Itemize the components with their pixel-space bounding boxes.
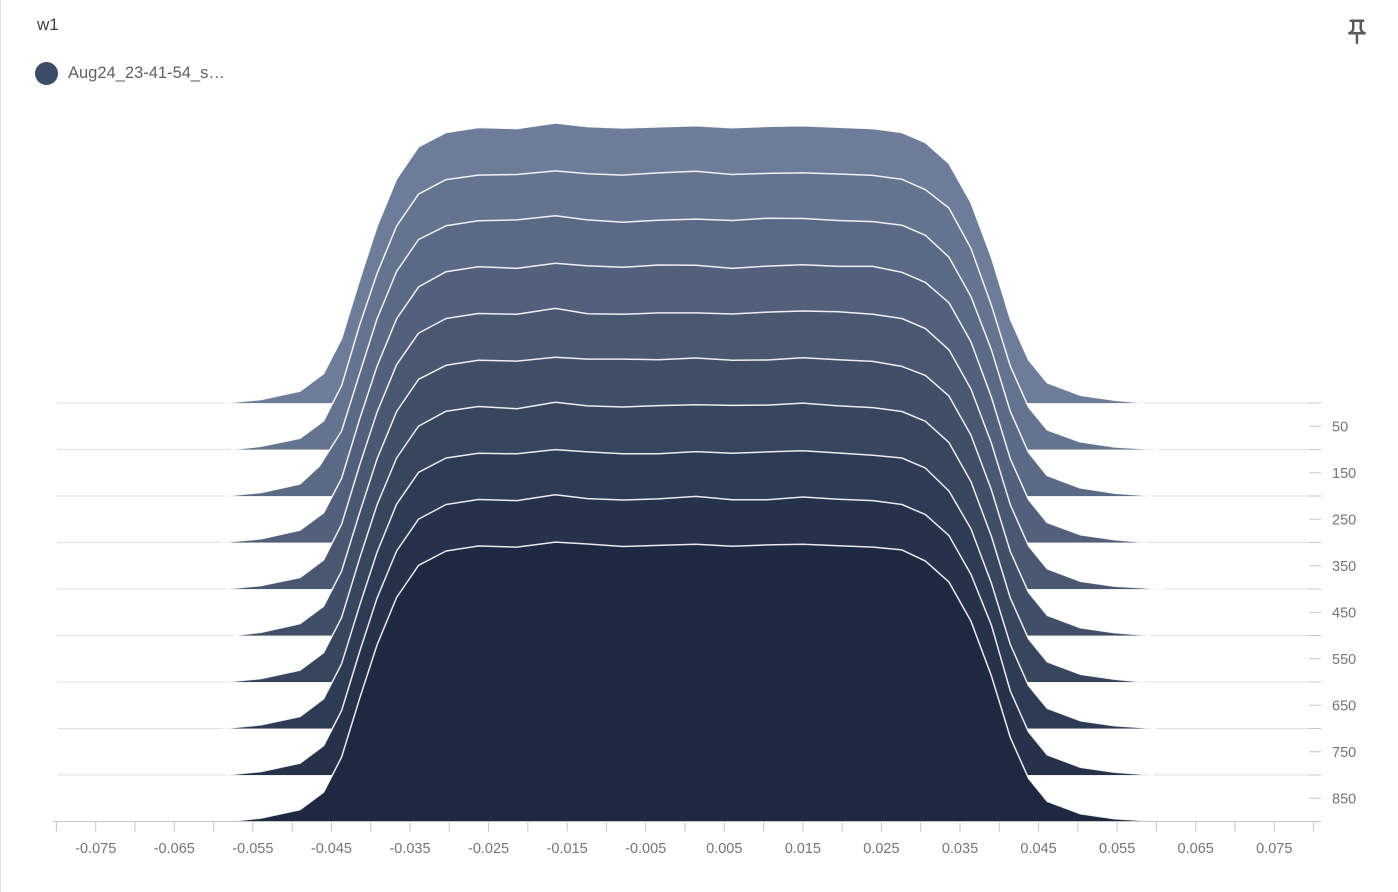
histogram-ridge-outline-step-700 — [222, 448, 1157, 730]
legend-marker — [35, 62, 58, 85]
y-tick-label: 50 — [1332, 419, 1348, 435]
histogram-ridge-outline-step-0 — [225, 122, 1145, 404]
pin-button[interactable] — [1341, 14, 1373, 52]
histogram-ridge-outline-step-900 — [227, 541, 1161, 823]
x-tick-label: -0.055 — [232, 841, 273, 857]
x-tick-label: -0.065 — [154, 841, 195, 857]
card-title: w1 — [37, 15, 59, 34]
histogram-ridge-outline-step-200 — [225, 214, 1153, 497]
pin-icon — [1348, 19, 1366, 44]
card-header: w1 — [37, 14, 1373, 52]
histogram-ridge-outline-step-100 — [230, 170, 1159, 451]
x-tick-label: 0.065 — [1178, 841, 1214, 857]
x-tick-label: 0.025 — [863, 841, 899, 857]
x-tick-label: 0.055 — [1099, 841, 1135, 857]
legend-label: Aug24_23-41-54_s… — [68, 64, 225, 82]
y-tick-label: 550 — [1332, 652, 1356, 668]
x-tick-label: 0.035 — [942, 841, 978, 857]
y-tick-label: 650 — [1332, 698, 1356, 714]
x-tick-label: -0.005 — [625, 841, 666, 857]
x-tick-label: 0.075 — [1256, 841, 1292, 857]
y-tick-label: 750 — [1332, 745, 1356, 761]
x-tick-label: -0.035 — [389, 841, 430, 857]
legend: Aug24_23-41-54_s… — [35, 62, 225, 85]
x-tick-label: -0.025 — [468, 841, 509, 857]
y-tick-label: 850 — [1332, 791, 1356, 807]
y-tick-label: 450 — [1332, 605, 1356, 621]
y-tick-label: 150 — [1332, 466, 1356, 482]
histogram-ridge-outline-step-400 — [225, 307, 1163, 590]
x-tick-label: 0.045 — [1020, 841, 1056, 857]
x-tick-label: 0.005 — [706, 841, 742, 857]
histogram-ridge-outline-step-800 — [225, 493, 1154, 776]
x-tick-label: -0.045 — [311, 841, 352, 857]
x-tick-label: 0.015 — [785, 841, 821, 857]
histogram-ridge-outline-step-500 — [233, 356, 1151, 637]
x-tick-label: -0.015 — [547, 841, 588, 857]
histogram-ridge-outline-step-300 — [221, 262, 1148, 544]
histogram-ridge-outline-step-600 — [225, 401, 1145, 683]
y-tick-label: 250 — [1332, 512, 1356, 528]
histogram-ridge-step-900 — [227, 542, 1161, 822]
x-tick-label: -0.075 — [75, 841, 116, 857]
y-tick-label: 350 — [1332, 559, 1356, 575]
